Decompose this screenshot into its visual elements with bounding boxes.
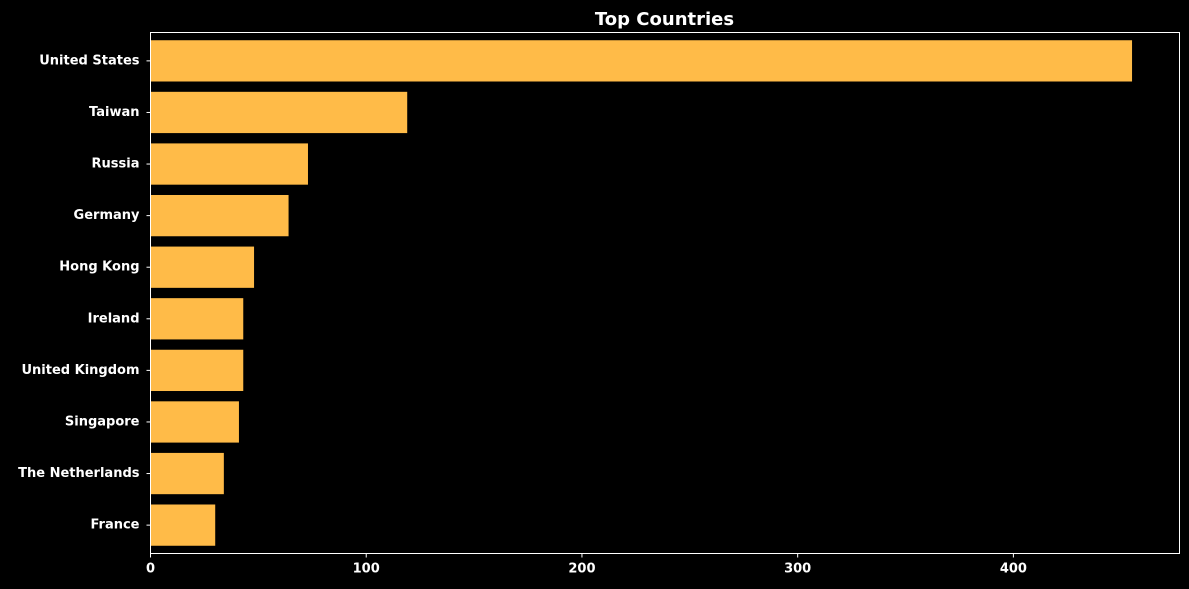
x-tick-label: 100 [353,562,380,577]
x-tick-label: 200 [568,562,595,577]
bar [150,349,244,392]
category-label: Ireland [88,311,140,326]
x-tick-label: 300 [784,562,811,577]
category-label: Hong Kong [59,260,139,275]
category-label: Singapore [65,414,140,429]
category-label: Taiwan [89,105,139,120]
bar [150,246,255,288]
bar [150,504,216,546]
category-label: United States [39,53,140,68]
category-label: The Netherlands [18,466,140,481]
bar [150,40,1133,82]
category-label: Russia [92,157,140,172]
category-label: United Kingdom [21,363,139,378]
axes-frame [150,32,1180,554]
bar [150,143,308,185]
x-tick-label: 0 [146,562,155,577]
bar [150,298,244,340]
bar [150,91,408,134]
bars-group [150,40,1133,546]
bar [150,401,239,443]
bar [150,452,224,495]
category-label: Germany [74,208,140,223]
x-tick-label: 400 [1000,562,1027,577]
category-label: France [90,518,139,533]
chart-title: Top Countries [595,9,734,30]
category-labels-group: United States Taiwan Russia Germany Hong Kon… [18,53,151,533]
x-ticks-group: 0 100 200 300 400 [146,553,1027,577]
bar [150,194,289,237]
